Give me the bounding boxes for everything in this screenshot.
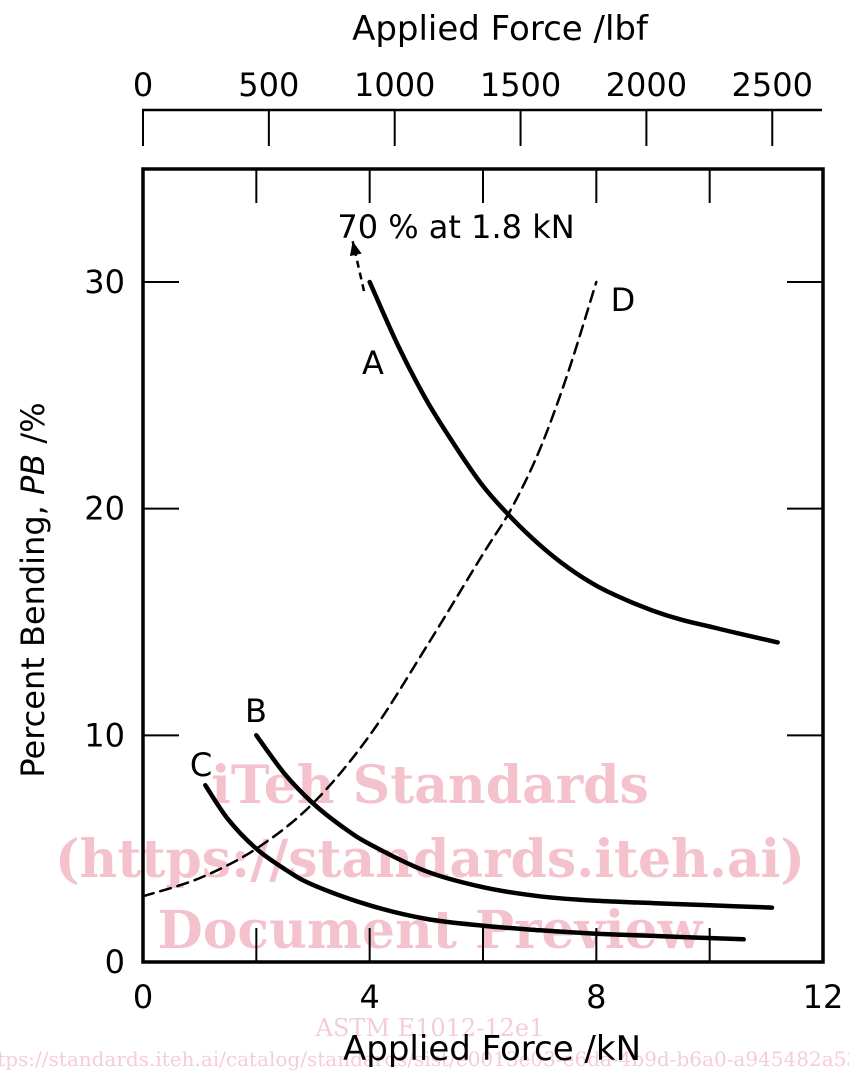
watermark-designation: ASTM E1012-12e1	[315, 1014, 545, 1042]
curve-label-d: D	[611, 281, 636, 319]
top-axis-ticks	[142, 110, 774, 146]
watermark-line3: Document Preview	[158, 900, 704, 961]
watermark: iTeh Standards (https://standards.iteh.a…	[0, 755, 849, 1070]
watermark-line2: (https://standards.iteh.ai)	[55, 829, 805, 890]
series-c-line	[203, 782, 746, 942]
series-a-line	[367, 279, 780, 645]
top-tick-label: 2500	[732, 66, 813, 104]
top-tick-label: 2000	[606, 66, 687, 104]
annotation-70pct: 70 % at 1.8 kN	[337, 208, 574, 246]
watermark-line1: iTeh Standards	[211, 755, 649, 816]
top-tick-label: 500	[238, 66, 299, 104]
series-layer	[141, 279, 780, 942]
y-axis-title-italic: PB	[14, 454, 52, 495]
series-b-line	[254, 733, 775, 910]
x-tick-label: 4	[359, 978, 379, 1016]
watermark-url: https://standards.iteh.ai/catalog/standa…	[0, 1047, 849, 1070]
top-tick-label: 1500	[480, 66, 561, 104]
y-tick-label: 30	[84, 263, 125, 301]
y-axis-title-suffix: /%	[14, 402, 52, 453]
top-tick-label: 0	[133, 66, 153, 104]
y-axis-title: Percent Bending, PB /%	[14, 402, 52, 777]
curve-label-a: A	[362, 344, 384, 382]
y-tick-label: 0	[105, 943, 125, 981]
curve-label-b: B	[245, 692, 267, 730]
top-tick-label: 1000	[354, 66, 435, 104]
annotation-arrow-group	[349, 240, 366, 292]
x-tick-label: 8	[586, 978, 606, 1016]
curve-label-c: C	[190, 746, 212, 784]
y-axis-title-prefix: Percent Bending,	[14, 495, 52, 778]
y-tick-label: 10	[84, 716, 125, 754]
series-d-line	[141, 280, 598, 898]
y-tick-label: 20	[84, 490, 125, 528]
x-tick-label: 12	[803, 978, 844, 1016]
tick-labels: 0 4 8 12 0 500 1000 1500 2000 2500 0 10 20 30	[84, 66, 843, 1016]
annotation-arrow-head	[349, 241, 362, 257]
top-axis-title: Applied Force /lbf	[352, 9, 649, 49]
x-axis-title: Applied Force /kN	[343, 1029, 641, 1069]
x-tick-label: 0	[133, 978, 153, 1016]
